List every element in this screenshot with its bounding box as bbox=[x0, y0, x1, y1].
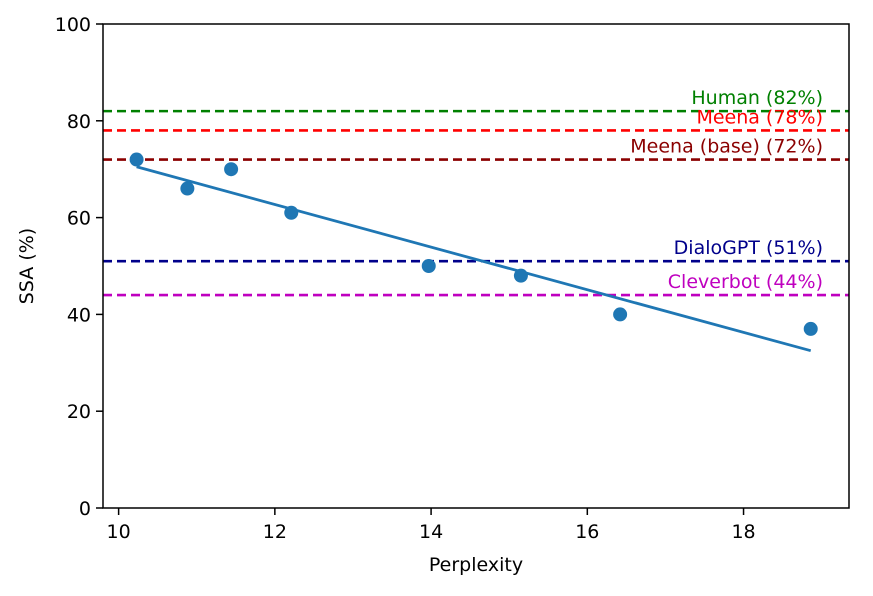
ticks-layer: 10 12 14 16 18 0 20 40 60 80 100 bbox=[55, 14, 756, 543]
data-point-1 bbox=[180, 181, 195, 196]
y-tick-label-0: 0 bbox=[79, 498, 91, 520]
y-tick-label-4: 80 bbox=[67, 111, 91, 133]
data-point-2 bbox=[224, 162, 239, 177]
reference-label-4: Cleverbot (44%) bbox=[668, 271, 823, 293]
reference-label-2: Meena (base) (72%) bbox=[630, 136, 823, 158]
reference-label-1: Meena (78%) bbox=[696, 106, 823, 128]
y-tick-label-1: 20 bbox=[67, 401, 91, 423]
y-tick-label-2: 40 bbox=[67, 304, 91, 326]
y-tick-label-5: 100 bbox=[55, 14, 91, 36]
trend-line bbox=[136, 165, 812, 353]
x-axis-label: Perplexity bbox=[429, 554, 523, 576]
data-points-layer bbox=[129, 152, 818, 336]
plot-frame bbox=[102, 23, 850, 509]
reference-lines-layer: Human (82%)Meena (78%) Meena (base) (72%)… bbox=[103, 87, 849, 297]
data-point-6 bbox=[613, 307, 628, 322]
data-point-7 bbox=[803, 321, 818, 336]
reference-label-3: DialoGPT (51%) bbox=[674, 237, 823, 259]
x-tick-label-1: 12 bbox=[263, 521, 287, 543]
y-axis-label: SSA (%) bbox=[16, 228, 38, 304]
x-tick-label-3: 16 bbox=[575, 521, 599, 543]
data-point-3 bbox=[284, 205, 299, 220]
y-tick-label-3: 60 bbox=[67, 208, 91, 230]
x-tick-label-0: 10 bbox=[107, 521, 131, 543]
reference-label-0: Human (82%) bbox=[691, 87, 823, 109]
data-point-4 bbox=[421, 259, 436, 273]
data-point-5 bbox=[513, 268, 528, 283]
x-tick-label-2: 14 bbox=[419, 521, 443, 543]
axes-layer bbox=[102, 23, 850, 509]
data-point-0 bbox=[129, 152, 144, 167]
x-tick-label-4: 18 bbox=[731, 521, 755, 543]
fit-line-layer bbox=[136, 165, 812, 353]
